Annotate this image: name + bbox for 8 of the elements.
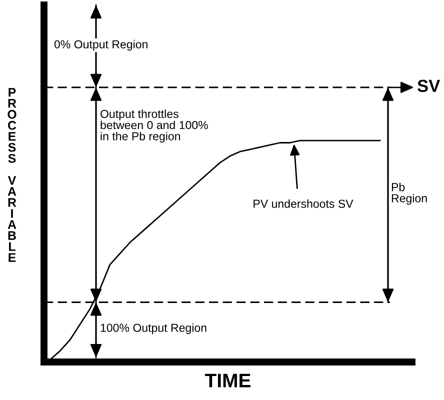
x-axis-title: TIME	[204, 374, 250, 388]
text: Pb Region	[392, 182, 427, 205]
annotation: PV undershoots SV	[254, 199, 354, 208]
text: PROCESS VARIABLE	[8, 88, 16, 262]
ref-line-label: SV	[418, 80, 440, 92]
annotation: 100% Output Region	[100, 323, 206, 334]
annotation: Output throttles between 0 and 100% in the Pb region	[100, 110, 208, 143]
text: 0% Output Region	[54, 40, 148, 51]
